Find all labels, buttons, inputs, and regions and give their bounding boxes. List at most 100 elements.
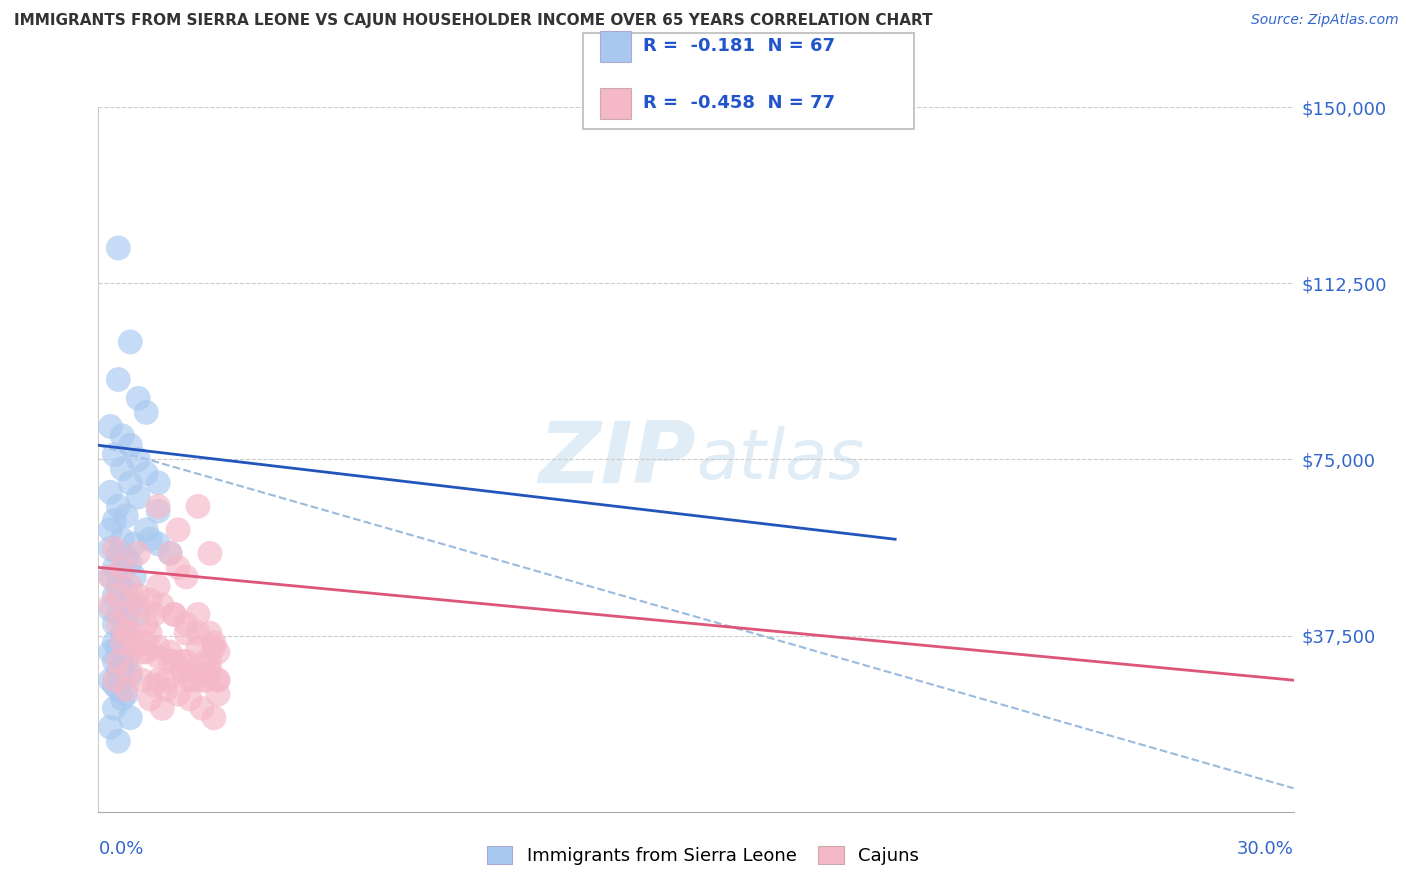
Point	[127, 392, 149, 406]
Point	[172, 664, 194, 678]
Point	[120, 711, 142, 725]
Point	[98, 570, 122, 584]
Point	[103, 589, 125, 603]
Point	[139, 626, 162, 640]
Point	[120, 438, 142, 452]
Point	[191, 673, 214, 688]
Point	[115, 626, 138, 640]
Text: IMMIGRANTS FROM SIERRA LEONE VS CAJUN HOUSEHOLDER INCOME OVER 65 YEARS CORRELATI: IMMIGRANTS FROM SIERRA LEONE VS CAJUN HO…	[14, 13, 932, 29]
Point	[107, 640, 129, 655]
Point	[135, 635, 157, 649]
Point	[148, 579, 170, 593]
Point	[167, 687, 190, 701]
Point	[98, 541, 122, 556]
Point	[183, 664, 205, 678]
Point	[103, 654, 125, 668]
Point	[111, 626, 134, 640]
Point	[148, 537, 170, 551]
Point	[115, 687, 138, 701]
Point	[115, 682, 138, 697]
Point	[207, 673, 229, 688]
Point	[150, 701, 173, 715]
Point	[98, 523, 122, 537]
Point	[127, 607, 149, 622]
Point	[163, 607, 186, 622]
Point	[148, 504, 170, 518]
Point	[107, 589, 129, 603]
Point	[120, 668, 142, 682]
Point	[207, 687, 229, 701]
Text: 30.0%: 30.0%	[1237, 840, 1294, 858]
Point	[111, 462, 134, 476]
Point	[150, 598, 173, 612]
Point	[139, 692, 162, 706]
Point	[107, 579, 129, 593]
Legend: Immigrants from Sierra Leone, Cajuns: Immigrants from Sierra Leone, Cajuns	[478, 837, 928, 874]
Point	[159, 654, 181, 668]
Point	[115, 616, 138, 631]
Point	[143, 607, 166, 622]
Point	[207, 673, 229, 688]
Point	[103, 673, 125, 688]
Point	[135, 645, 157, 659]
Point	[174, 654, 197, 668]
Point	[107, 654, 129, 668]
Point	[187, 500, 209, 514]
Point	[163, 607, 186, 622]
Point	[120, 556, 142, 570]
Text: R =  -0.181  N = 67: R = -0.181 N = 67	[643, 37, 835, 55]
Point	[202, 635, 225, 649]
Point	[127, 598, 149, 612]
Point	[174, 616, 197, 631]
Text: 0.0%: 0.0%	[98, 840, 143, 858]
Point	[195, 673, 218, 688]
Point	[103, 541, 125, 556]
Point	[127, 546, 149, 560]
Point	[120, 664, 142, 678]
Point	[107, 682, 129, 697]
Point	[124, 635, 146, 649]
Point	[172, 664, 194, 678]
Point	[198, 664, 221, 678]
Point	[111, 593, 134, 607]
Point	[172, 654, 194, 668]
Point	[167, 523, 190, 537]
Point	[98, 598, 122, 612]
Point	[148, 500, 170, 514]
Point	[107, 616, 129, 631]
Text: R =  -0.458  N = 77: R = -0.458 N = 77	[643, 95, 835, 112]
Point	[159, 546, 181, 560]
Point	[135, 405, 157, 419]
Point	[187, 626, 209, 640]
Point	[155, 682, 177, 697]
Text: ZIP: ZIP	[538, 417, 696, 501]
Point	[131, 645, 153, 659]
Point	[195, 654, 218, 668]
Point	[179, 673, 201, 688]
Point	[131, 673, 153, 688]
Point	[98, 570, 122, 584]
Point	[155, 673, 177, 688]
Point	[107, 607, 129, 622]
Point	[120, 579, 142, 593]
Point	[124, 537, 146, 551]
Point	[115, 607, 138, 622]
Point	[127, 452, 149, 467]
Point	[107, 241, 129, 255]
Point	[120, 631, 142, 645]
Point	[115, 551, 138, 566]
Point	[107, 500, 129, 514]
Point	[198, 546, 221, 560]
Point	[124, 640, 146, 655]
Point	[159, 546, 181, 560]
Point	[135, 467, 157, 481]
Point	[174, 570, 197, 584]
Point	[120, 626, 142, 640]
Point	[148, 475, 170, 490]
Point	[120, 475, 142, 490]
Point	[187, 640, 209, 655]
Point	[103, 701, 125, 715]
Point	[179, 692, 201, 706]
Point	[148, 673, 170, 688]
Point	[202, 711, 225, 725]
